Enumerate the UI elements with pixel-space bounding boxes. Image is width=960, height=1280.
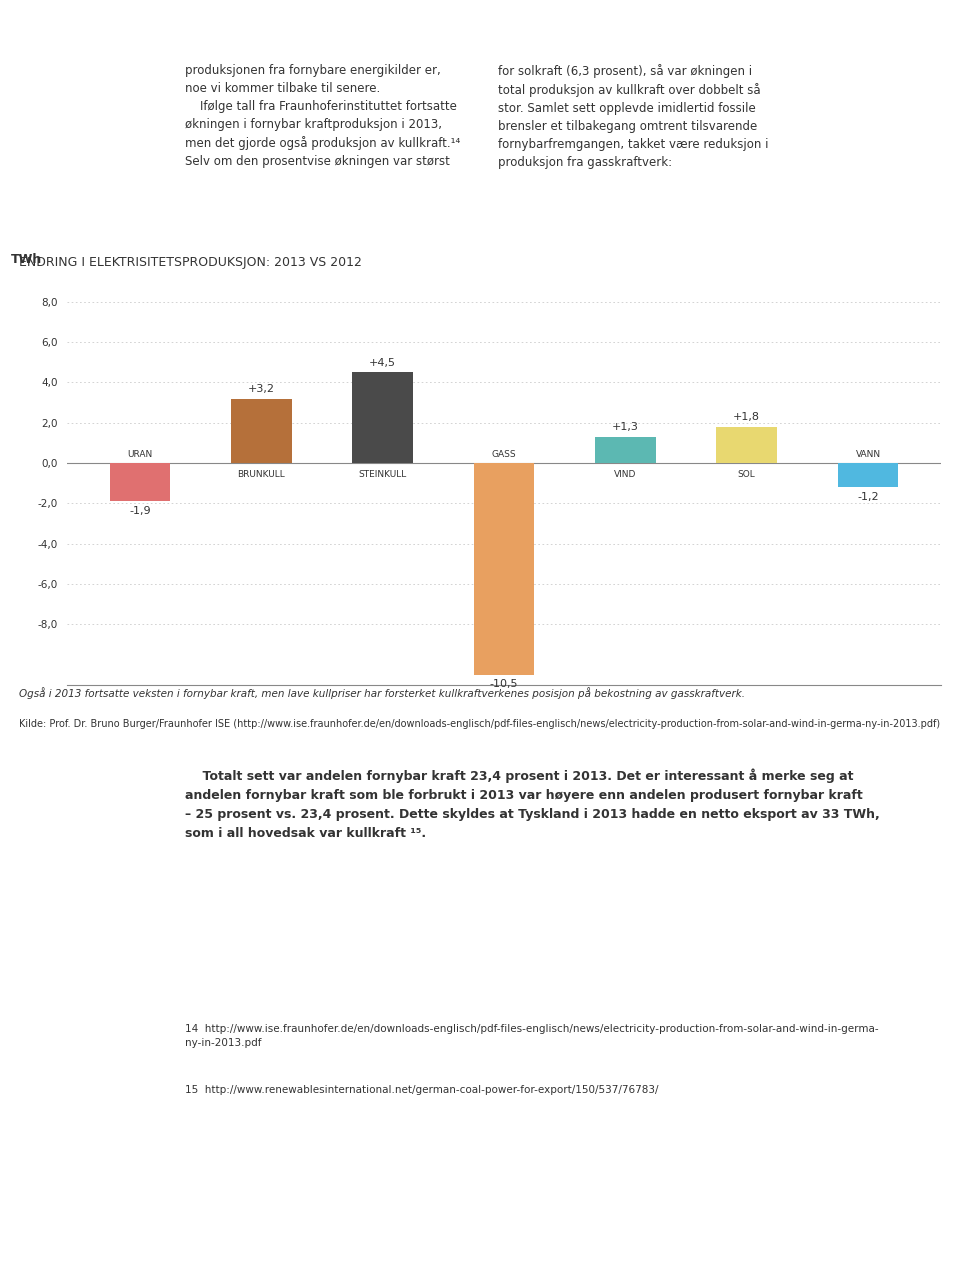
Text: GASS: GASS [492,449,516,458]
Text: ENDRING I ELEKTRISITETSPRODUKSJON: 2013 VS 2012: ENDRING I ELEKTRISITETSPRODUKSJON: 2013 … [19,256,362,269]
Text: 15  http://www.renewablesinternational.net/german-coal-power-for-export/150/537/: 15 http://www.renewablesinternational.ne… [185,1085,659,1096]
Bar [716,426,777,463]
Bar [352,372,413,463]
Text: URAN: URAN [128,449,153,458]
Text: Også i 2013 fortsatte veksten i fornybar kraft, men lave kullpriser har forsterk: Også i 2013 fortsatte veksten i fornybar… [19,687,745,699]
Text: Tysklands Energiewende: Tysklands Energiewende [412,1247,548,1256]
Text: Norsk Klimastiftelse rapport 2/2014: Norsk Klimastiftelse rapport 2/2014 [743,1247,941,1256]
Bar [473,463,535,675]
Bar [109,463,170,502]
Text: for solkraft (6,3 prosent), så var økningen i
total produksjon av kullkraft over: for solkraft (6,3 prosent), så var øknin… [498,64,769,169]
Text: +1,3: +1,3 [612,422,638,433]
Bar [231,398,292,463]
Text: Kilde: Prof. Dr. Bruno Burger/Fraunhofer ISE (http://www.ise.fraunhofer.de/en/do: Kilde: Prof. Dr. Bruno Burger/Fraunhofer… [19,718,941,728]
Text: -1,2: -1,2 [857,492,878,502]
Text: -10,5: -10,5 [490,680,518,689]
Text: Totalt sett var andelen fornybar kraft 23,4 prosent i 2013. Det er interessant å: Totalt sett var andelen fornybar kraft 2… [185,768,879,840]
Text: 14  http://www.ise.fraunhofer.de/en/downloads-englisch/pdf-files-englisch/news/e: 14 http://www.ise.fraunhofer.de/en/downl… [185,1024,878,1048]
Bar [595,436,656,463]
Text: STEINKULL: STEINKULL [358,470,407,479]
Text: BRUNKULL: BRUNKULL [237,470,285,479]
Text: SOL: SOL [738,470,756,479]
Text: VIND: VIND [614,470,636,479]
Text: TWh: TWh [11,253,41,266]
Bar [838,463,899,488]
Text: produksjonen fra fornybare energikilder er,
noe vi kommer tilbake til senere.
  : produksjonen fra fornybare energikilder … [185,64,461,169]
Text: VANN: VANN [855,449,880,458]
Text: +3,2: +3,2 [248,384,275,394]
Text: 7: 7 [19,1244,28,1258]
Text: +1,8: +1,8 [733,412,760,422]
Text: +4,5: +4,5 [370,358,396,367]
Text: -1,9: -1,9 [130,506,151,516]
